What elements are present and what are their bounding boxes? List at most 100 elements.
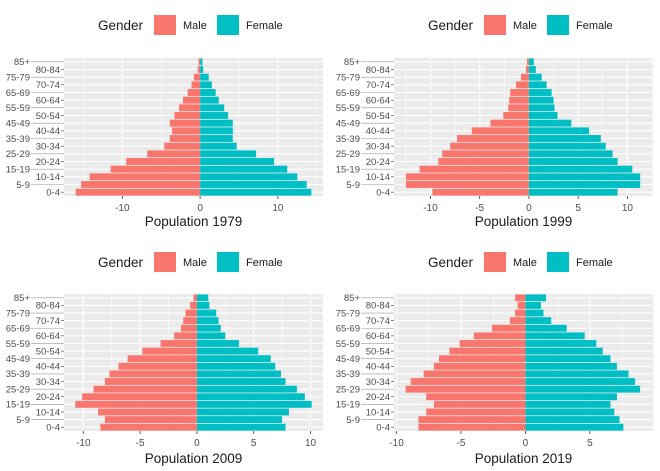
x-tick-label: -10	[389, 438, 404, 449]
bar-female-85+	[525, 294, 547, 302]
y-tick-label: 85+	[14, 57, 31, 68]
bar-male-5-9	[405, 181, 529, 188]
bar-female-35-39	[196, 370, 281, 378]
bar-female-10-14	[200, 173, 298, 181]
bar-male-80-84	[517, 301, 526, 309]
bar-male-40-44	[471, 127, 529, 135]
bar-female-5-9	[528, 181, 641, 188]
bar-female-30-34	[528, 142, 606, 150]
bar-male-70-74	[509, 317, 526, 325]
x-tick-label: -5	[136, 438, 145, 449]
y-tick-label: 55-59	[6, 339, 30, 350]
bar-male-5-9	[418, 416, 526, 424]
bar-male-25-29	[147, 150, 201, 158]
bar-male-75-79	[193, 73, 201, 81]
bar-female-55-59	[200, 104, 225, 112]
y-tick-label: 15-19	[336, 400, 360, 411]
bar-male-0-4	[418, 423, 526, 431]
y-tick-label: 60-64	[366, 95, 390, 106]
bar-female-45-49	[200, 119, 233, 127]
bar-female-75-79	[200, 73, 209, 81]
y-tick-label: 70-74	[36, 316, 60, 327]
bar-male-70-74	[516, 81, 529, 89]
bar-female-10-14	[196, 408, 289, 416]
bar-female-45-49	[525, 355, 611, 363]
y-tick-label: 65-69	[336, 324, 360, 335]
bar-female-25-29	[525, 385, 641, 393]
bar-male-35-39	[423, 370, 526, 378]
y-tick-label: 15-19	[6, 400, 30, 411]
y-tick-label: 50-54	[36, 111, 60, 122]
y-tick-label: 30-34	[366, 141, 390, 152]
bar-female-5-9	[196, 416, 283, 424]
bar-female-60-64	[525, 332, 585, 340]
bar-male-60-64	[183, 96, 201, 104]
bar-male-65-69	[181, 324, 197, 332]
legend-label-male: Male	[183, 257, 207, 269]
y-tick-label: 60-64	[36, 95, 60, 106]
bar-male-50-54	[142, 347, 197, 355]
y-tick-label: 50-54	[36, 346, 60, 357]
bar-female-70-74	[528, 81, 547, 89]
y-tick-label: 0-4	[46, 187, 60, 198]
bar-female-70-74	[525, 317, 552, 325]
bar-female-65-69	[200, 89, 216, 96]
panel-1: Gender Male Female 0-4 5-9 10-14 15-19 20-24 25-…	[6, 15, 323, 229]
x-tick-label: 0	[197, 203, 203, 214]
y-tick-label: 80-84	[366, 301, 390, 312]
bar-female-55-59	[196, 340, 239, 347]
bar-male-75-79	[521, 73, 529, 81]
bar-male-15-19	[433, 400, 526, 408]
bar-male-55-59	[508, 104, 529, 112]
bar-female-70-74	[196, 317, 219, 325]
bar-female-35-39	[528, 135, 601, 142]
bar-female-20-24	[528, 158, 618, 165]
bar-male-5-9	[104, 416, 197, 424]
legend-swatch-male	[154, 252, 176, 272]
bar-male-65-69	[510, 89, 529, 96]
y-tick-label: 40-44	[366, 362, 390, 373]
bar-male-30-34	[164, 142, 201, 150]
bar-female-85+	[528, 58, 534, 66]
bar-male-80-84	[525, 66, 529, 73]
y-tick-label: 40-44	[366, 126, 390, 137]
legend-title: Gender	[428, 255, 474, 270]
y-tick-label: 70-74	[366, 80, 390, 91]
y-tick-label: 0-4	[376, 422, 390, 433]
y-tick-label: 55-59	[336, 103, 360, 114]
bar-male-0-4	[75, 188, 201, 196]
x-axis-title: Population 2009	[145, 451, 243, 466]
bar-male-15-19	[110, 165, 201, 173]
bar-female-70-74	[200, 81, 212, 89]
y-tick-label: 25-29	[6, 384, 30, 395]
bar-female-65-69	[196, 324, 221, 332]
bar-male-15-19	[75, 400, 197, 408]
bar-female-40-44	[528, 127, 589, 135]
bar-male-60-64	[174, 332, 197, 340]
panel-3: Gender Male Female 0-4 5-9 10-14 15-19 20-24 25-…	[6, 252, 323, 466]
bar-female-20-24	[200, 158, 274, 165]
y-tick-label: 55-59	[6, 103, 30, 114]
bar-male-25-29	[93, 385, 197, 393]
bar-female-35-39	[525, 370, 629, 378]
y-tick-label: 35-39	[336, 369, 360, 380]
y-tick-label: 50-54	[366, 111, 390, 122]
y-tick-label: 30-34	[36, 377, 60, 388]
panel-background	[64, 58, 323, 196]
bar-male-85+	[515, 294, 526, 302]
bar-male-15-19	[419, 165, 529, 173]
x-tick-label: 0	[523, 438, 529, 449]
bar-male-50-54	[449, 347, 526, 355]
bar-female-15-19	[196, 400, 312, 408]
x-tick-label: -10	[423, 203, 438, 214]
bar-male-55-59	[179, 104, 201, 112]
y-tick-label: 75-79	[6, 72, 30, 83]
bar-male-70-74	[191, 81, 201, 89]
x-axis-title: Population 2019	[475, 451, 573, 466]
x-tick-label: -5	[457, 438, 466, 449]
y-tick-label: 60-64	[366, 331, 390, 342]
bar-female-15-19	[200, 165, 288, 173]
bar-male-55-59	[459, 340, 526, 347]
bar-female-60-64	[528, 96, 554, 104]
bar-female-60-64	[196, 332, 226, 340]
